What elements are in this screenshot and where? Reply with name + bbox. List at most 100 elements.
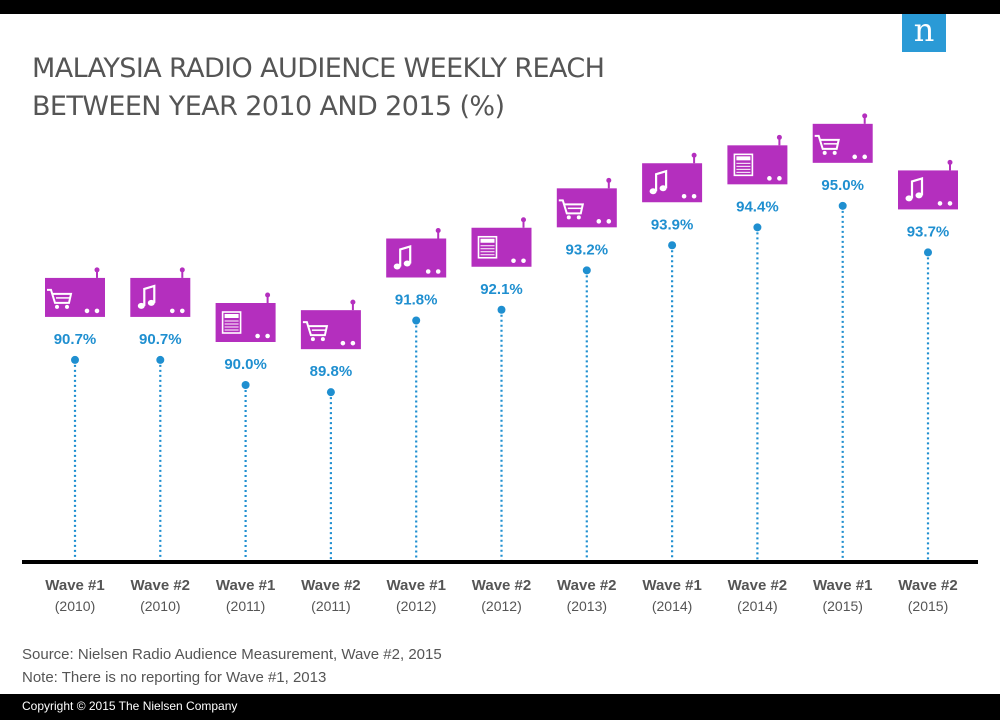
radio-knob [606,219,612,224]
x-tick-label-year: (2015) [908,598,948,614]
data-label: 93.9% [651,216,694,233]
radio-knob [435,269,441,274]
cart-radio-icon [300,299,361,350]
music-note-stem [399,245,412,267]
cart-basket [814,134,840,150]
x-tick-label-year: (2010) [140,598,180,614]
reporting-note: Note: There is no reporting for Wave #1,… [22,669,327,686]
data-label: 94.4% [736,198,779,215]
radio-knob [947,201,953,206]
data-label: 93.7% [907,223,950,240]
cart-wheel [832,150,837,155]
data-label: 90.7% [139,331,182,348]
x-tick-label-wave: Wave #2 [301,577,360,594]
data-label: 93.2% [566,241,609,258]
radio-knob [265,333,270,339]
news-radio-icon [215,292,276,342]
data-point [412,316,421,325]
radio-knob [767,176,772,181]
radio-antenna-tip [862,113,868,119]
radio-knob [255,333,260,339]
x-tick-label-wave: Wave #2 [472,577,531,594]
data-label: 95.0% [821,177,864,194]
radio-antenna-tip [350,299,356,305]
x-tick-label-wave: Wave #2 [728,577,787,594]
music-note-head [659,185,667,192]
data-point [753,223,762,232]
data-label: 91.8% [395,292,438,309]
x-tick-label-year: (2012) [396,598,436,614]
data-point [156,355,165,364]
music-note-stem [654,169,668,192]
music-note-head [905,195,913,202]
data-point [241,381,250,389]
cart-wheel [576,215,581,220]
x-tick-label-wave: Wave #1 [45,577,104,594]
data-point [497,305,506,314]
x-tick-label-wave: Wave #2 [898,577,957,594]
radio-knob [681,193,687,199]
music-note-radio-icon [386,228,447,278]
radio-antenna-tip [691,152,697,158]
data-point [668,241,677,250]
radio-antenna-tip [435,228,441,233]
radio-knob [170,308,175,314]
radio-knob [852,154,857,160]
top-bar [0,0,1000,14]
data-point [326,388,335,397]
chart-title: MALAYSIA RADIO AUDIENCE WEEKLY REACH BET… [32,50,605,126]
x-tick-label-year: (2011) [226,598,265,614]
radio-knob [862,154,867,160]
cart-wheel [310,337,315,342]
music-note-radio-icon [898,159,958,210]
x-tick-label-year: (2015) [822,598,862,614]
x-tick-label-year: (2011) [311,598,350,614]
radio-knob [84,308,90,314]
x-tick-label-year: (2012) [481,598,521,614]
x-tick-label-wave: Wave #1 [216,577,275,594]
chart-svg: 90.7% Wave #1 (2010) 90.7% Wave #2 (2010) 90.0… [22,113,978,614]
copyright-bar: Copyright © 2015 The Nielsen Company [0,694,1000,720]
radio-antenna-tip [947,159,953,165]
music-note-radio-icon [130,267,191,317]
source-note: Source: Nielsen Radio Audience Measureme… [22,646,442,663]
title-line-1: MALAYSIA RADIO AUDIENCE WEEKLY REACH [32,53,605,84]
radio-knob [521,258,526,264]
data-label: 90.7% [54,331,97,348]
cart-wheel [65,304,69,309]
x-tick-label-wave: Wave #2 [557,577,616,594]
data-point [924,248,932,257]
news-headline [224,314,239,318]
x-tick-label-year: (2013) [567,598,607,614]
cart-wheel [566,215,571,220]
music-note-head [403,260,411,267]
news-frame [221,311,242,334]
news-radio-icon [471,217,532,267]
radio-antenna-tip [606,177,612,183]
x-tick-label-year: (2014) [737,598,777,614]
music-note-stem [910,176,924,199]
music-note-head [649,188,657,195]
music-note-head [915,192,923,199]
news-radio-icon [727,134,788,185]
cart-basket [558,199,585,215]
radio-antenna-tip [776,134,782,140]
nielsen-logo: n [902,14,946,52]
radio-knob [425,269,431,274]
cart-radio-icon [812,113,873,163]
cart-wheel [320,337,325,342]
radio-antenna-tip [265,292,271,298]
news-frame [477,235,498,259]
x-tick-label-wave: Wave #1 [813,577,872,594]
title-line-2: BETWEEN YEAR 2010 AND 2015 (%) [32,91,505,122]
radio-knob [94,308,100,314]
radio-antenna-tip [179,267,185,273]
data-label: 90.0% [224,356,267,373]
radio-knob [180,308,185,314]
data-label: 89.8% [310,363,353,380]
radio-knob [350,340,356,346]
x-tick-label-wave: Wave #1 [642,577,701,594]
x-tick-label-wave: Wave #2 [131,577,190,594]
music-note-head [137,302,145,309]
radio-knob [777,176,782,181]
